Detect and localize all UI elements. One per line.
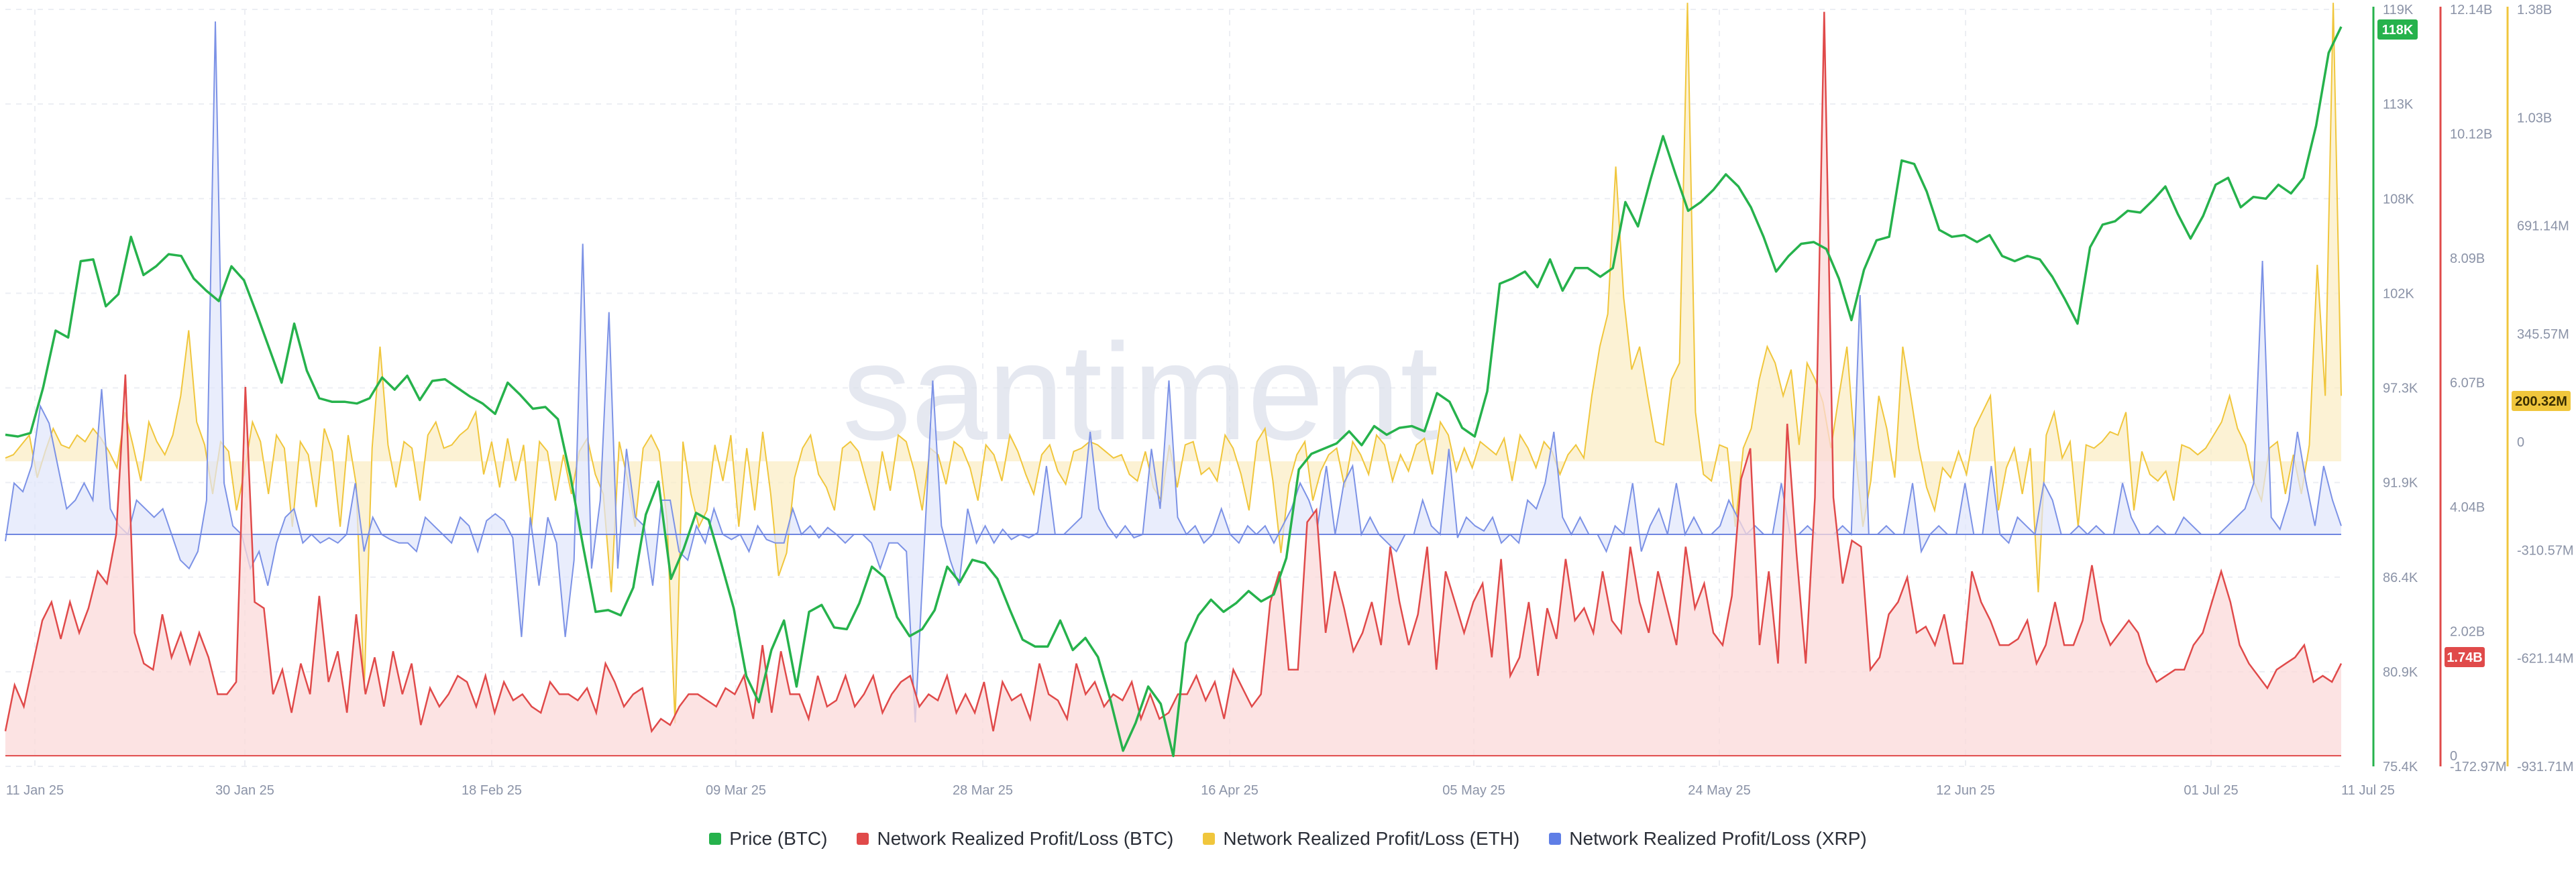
y-tick-label: 91.9K xyxy=(2383,476,2418,491)
legend-label-nrpl-eth: Network Realized Profit/Loss (ETH) xyxy=(1223,828,1520,849)
x-tick-label: 12 Jun 25 xyxy=(1936,783,1995,798)
current-value-badge xyxy=(2512,391,2571,411)
legend-swatch-nrpl-xrp xyxy=(1549,833,1562,845)
axes: 11 Jan 25 30 Jan 25 18 Feb 25 09 Mar 25 28 M… xyxy=(6,3,2574,798)
y-tick-label: 0 xyxy=(2517,435,2524,450)
y-tick-label: -310.57M xyxy=(2517,543,2574,558)
btc-nrpl-area xyxy=(5,11,2341,756)
y-tick-label: 1.38B xyxy=(2517,3,2552,17)
y-tick-label: 97.3K xyxy=(2383,382,2418,396)
legend-item-nrpl-xrp[interactable]: Network Realized Profit/Loss (XRP) xyxy=(1549,828,1867,850)
x-tick-label: 28 Mar 25 xyxy=(953,783,1013,798)
series-area xyxy=(4,3,2343,758)
y-tick-label: 119K xyxy=(2383,3,2414,17)
watermark: santiment xyxy=(843,315,1439,469)
current-value-label: 118K xyxy=(2382,23,2414,38)
legend-swatch-nrpl-eth xyxy=(1203,833,1216,845)
y-tick-label: 86.4K xyxy=(2383,571,2418,585)
x-tick-label: 16 Apr 25 xyxy=(1201,783,1258,798)
current-value-badge xyxy=(2445,647,2485,667)
legend-swatch-price-btc xyxy=(709,833,722,845)
y-tick-label: 0 xyxy=(2450,749,2457,764)
y-tick-label: 691.14M xyxy=(2517,219,2569,234)
current-value-label: 200.32M xyxy=(2515,394,2567,409)
current-value-badge xyxy=(2377,19,2418,40)
y-tick-label: 345.57M xyxy=(2517,327,2569,342)
x-tick-label: 11 Jan 25 xyxy=(6,783,64,798)
y-tick-label: -931.71M xyxy=(2517,760,2574,774)
y-tick-label: -621.14M xyxy=(2517,652,2574,666)
y-tick-label: -172.97M xyxy=(2450,760,2507,774)
legend-swatch-nrpl-btc xyxy=(857,833,869,845)
y-tick-label: 102K xyxy=(2383,286,2414,301)
x-tick-label: 30 Jan 25 xyxy=(215,783,274,798)
y-tick-label: 108K xyxy=(2383,192,2414,207)
legend-label-nrpl-xrp: Network Realized Profit/Loss (XRP) xyxy=(1569,828,1867,849)
legend-item-nrpl-eth[interactable]: Network Realized Profit/Loss (ETH) xyxy=(1203,828,1519,850)
current-value-label: 1.74B xyxy=(2447,650,2482,665)
legend-label-price-btc: Price (BTC) xyxy=(729,828,828,849)
y-tick-label: 113K xyxy=(2383,97,2414,112)
y-tick-label: 4.04B xyxy=(2450,500,2485,515)
legend-item-price-btc[interactable]: Price (BTC) xyxy=(709,828,827,850)
btc-price-line xyxy=(5,26,2343,758)
x-tick-label: 01 Jul 25 xyxy=(2184,783,2238,798)
y-tick-label: 75.4K xyxy=(2383,760,2418,774)
y-tick-label: 2.02B xyxy=(2450,625,2485,640)
legend-label-nrpl-btc: Network Realized Profit/Loss (BTC) xyxy=(877,828,1174,849)
y-tick-label: 80.9K xyxy=(2383,665,2418,680)
y-tick-label: 10.12B xyxy=(2450,127,2492,142)
legend: Price (BTC) Network Realized Profit/Loss… xyxy=(0,822,2576,856)
x-tick-label: 24 May 25 xyxy=(1688,783,1750,798)
y-tick-label: 12.14B xyxy=(2450,3,2492,17)
x-tick-label: 11 Jul 25 xyxy=(2341,783,2395,798)
y-tick-label: 8.09B xyxy=(2450,251,2485,266)
x-tick-label: 05 May 25 xyxy=(1442,783,1505,798)
legend-item-nrpl-btc[interactable]: Network Realized Profit/Loss (BTC) xyxy=(857,828,1173,850)
y-tick-label: 6.07B xyxy=(2450,376,2485,391)
y-tick-label: 1.03B xyxy=(2517,111,2552,125)
btc-nrpl-line xyxy=(4,11,2343,734)
x-tick-label: 18 Feb 25 xyxy=(462,783,522,798)
x-tick-label: 09 Mar 25 xyxy=(706,783,766,798)
